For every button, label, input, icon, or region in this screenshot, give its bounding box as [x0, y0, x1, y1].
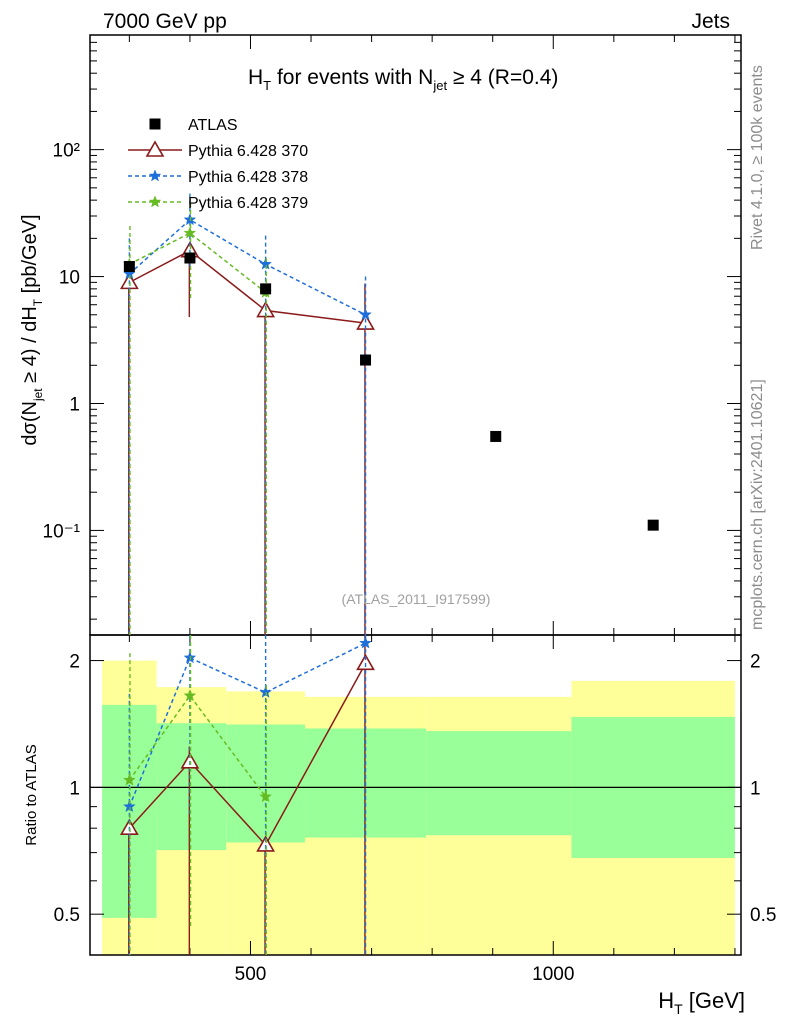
series-marker — [359, 636, 372, 649]
y-tick-label: 10² — [53, 141, 80, 162]
ratio-plot-frame — [89, 634, 742, 956]
legend-atlas-marker — [149, 118, 161, 130]
ratio-tick-label-right: 2 — [750, 652, 761, 673]
series-marker — [148, 195, 162, 208]
x-tick-label: 500 — [235, 964, 267, 985]
series-marker — [123, 773, 136, 786]
atlas-data-point — [123, 261, 135, 273]
ratio-tick-label-left: 0.5 — [54, 905, 80, 926]
series-marker — [259, 790, 272, 803]
y-tick-label: 10⁻¹ — [43, 521, 81, 542]
series-line — [129, 249, 366, 324]
header-right-label: Jets — [691, 10, 730, 33]
atlas-data-point — [184, 252, 196, 264]
series-marker — [356, 653, 375, 671]
atlas-data-point — [490, 430, 502, 442]
plot-content — [119, 193, 659, 955]
x-axis-label: HT [GeV] — [658, 988, 745, 1017]
atlas-data-point — [260, 283, 272, 295]
series-3 — [123, 202, 272, 955]
ratio-tick-label-left: 2 — [69, 652, 80, 673]
y-axis-label: dσ(Njet ≥ 4) / dHT [pb/GeV] — [19, 214, 45, 445]
series-marker — [183, 689, 197, 702]
y-tick-label: 10 — [59, 268, 80, 289]
legend-label: Pythia 6.428 379 — [188, 195, 308, 212]
series-marker — [359, 308, 372, 321]
series-marker — [148, 169, 162, 182]
ratio-tick-label-right: 1 — [750, 778, 761, 799]
legend-label: Pythia 6.428 378 — [188, 169, 308, 186]
rivet-version-label: Rivet 4.1.0, ≥ 100k events — [749, 65, 766, 250]
axis-ticks: 500 1000 10⁻¹ 1 10 10² 0.5 0.5 1 1 2 2 — [43, 34, 776, 985]
series-line — [128, 218, 366, 316]
x-tick-label: 1000 — [532, 964, 574, 985]
ratio-tick-label-left: 1 — [69, 778, 80, 799]
atlas-data — [123, 252, 659, 531]
inner-band-bin — [426, 731, 572, 836]
series-line — [129, 232, 267, 294]
ratio-tick-label-right: 0.5 — [750, 905, 776, 926]
source-label: mcplots.cern.ch [arXiv:2401.10621] — [749, 379, 766, 630]
plot-title: HT for events with Njet ≥ 4 (R=0.4) — [248, 66, 558, 93]
legend-label: ATLAS — [188, 117, 238, 134]
legend-label: Pythia 6.428 370 — [188, 143, 308, 160]
atlas-data-point — [360, 354, 372, 366]
ratio-axis-label: Ratio to ATLAS — [23, 744, 40, 845]
analysis-watermark: (ATLAS_2011_I917599) — [342, 591, 491, 607]
series-marker — [183, 226, 197, 239]
y-tick-label: 1 — [69, 394, 80, 415]
series-ratio-line — [128, 662, 367, 847]
atlas-data-point — [647, 519, 659, 531]
series-marker — [145, 140, 165, 157]
series-marker — [180, 752, 200, 769]
legend: ATLAS Pythia 6.428 370 Pythia 6.428 378 Pyt… — [128, 117, 308, 212]
series-ratio-line — [128, 642, 366, 807]
series-marker — [256, 835, 275, 852]
header-left-label: 7000 GeV pp — [103, 10, 227, 33]
